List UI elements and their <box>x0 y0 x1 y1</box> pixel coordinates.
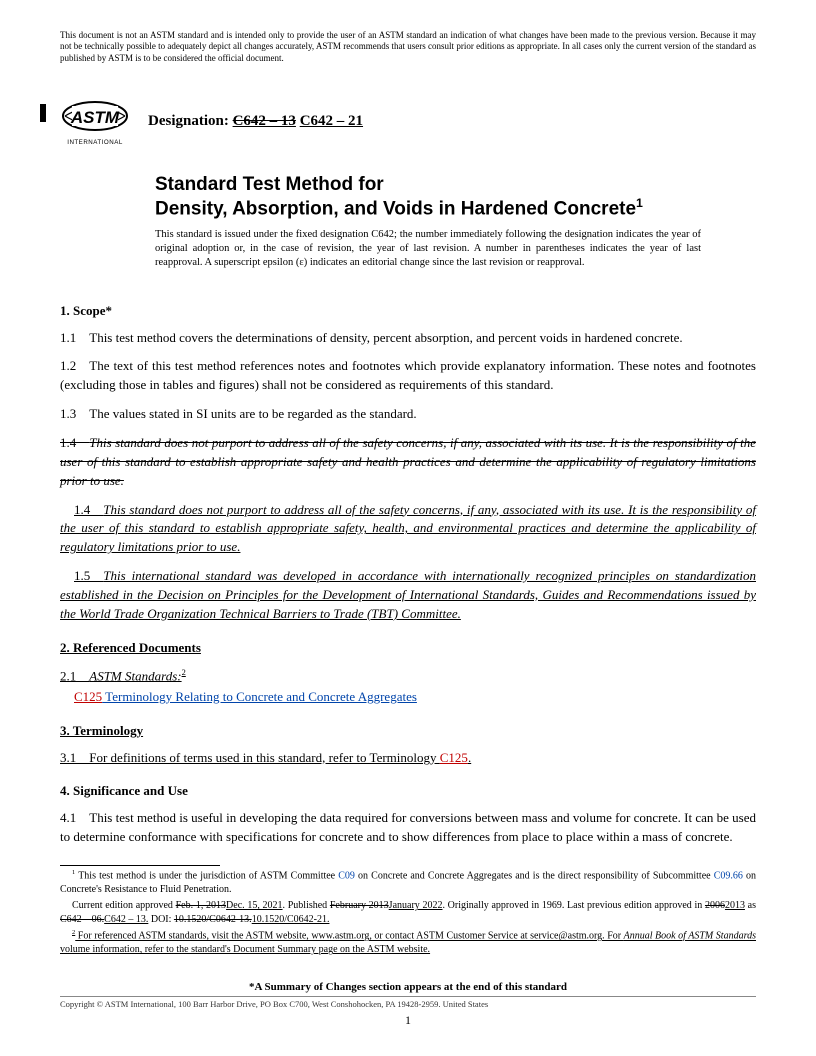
para-1-2: 1.2 The text of this test method referen… <box>60 357 756 395</box>
copyright: Copyright © ASTM International, 100 Barr… <box>60 996 756 1009</box>
para-1-4-deleted: 1.4 This standard does not purport to ad… <box>60 434 756 491</box>
designation-new: C642 – 21 <box>300 113 363 129</box>
footnote-current-edition: Current edition approved Feb. 1, 2013Dec… <box>60 899 756 926</box>
top-disclaimer: This document is not an ASTM standard an… <box>60 30 756 64</box>
para-3-1: 3.1 For definitions of terms used in thi… <box>60 749 756 768</box>
para-4-1: 4.1 This test method is useful in develo… <box>60 809 756 847</box>
issuance-note: This standard is issued under the fixed … <box>155 228 701 271</box>
footnote-2: 2 For referenced ASTM standards, visit t… <box>60 929 756 956</box>
section-4-head: 4. Significance and Use <box>60 783 756 799</box>
svg-text:INTERNATIONAL: INTERNATIONAL <box>67 139 123 146</box>
designation-old: C642 – 13 <box>233 113 296 129</box>
title-line1: Standard Test Method for <box>155 174 756 196</box>
page-number: 1 <box>60 1013 756 1028</box>
ref-c125: C125 Terminology Relating to Concrete an… <box>60 688 756 707</box>
footnote-rule <box>60 865 220 866</box>
para-1-3: 1.3 The values stated in SI units are to… <box>60 405 756 424</box>
para-1-5-new: 1.5 This international standard was deve… <box>60 567 756 624</box>
title-block: Standard Test Method for Density, Absorp… <box>155 174 756 220</box>
para-2-1: 2.1 ASTM Standards:2 <box>60 666 756 686</box>
summary-note: *A Summary of Changes section appears at… <box>60 981 756 993</box>
change-bar <box>40 104 46 122</box>
section-2-head: 2. Referenced Documents <box>60 640 756 656</box>
astm-logo: ASTM INTERNATIONAL <box>60 92 130 152</box>
section-1-head: 1. Scope* <box>60 303 756 319</box>
para-1-1: 1.1 This test method covers the determin… <box>60 329 756 348</box>
footnote-1: 1 This test method is under the jurisdic… <box>60 869 756 896</box>
designation: Designation: C642 – 13 C642 – 21 <box>148 113 363 130</box>
svg-text:ASTM: ASTM <box>70 108 120 127</box>
title-line2: Density, Absorption, and Voids in Harden… <box>155 196 756 220</box>
designation-label: Designation: <box>148 113 229 129</box>
para-1-4-new: 1.4 This standard does not purport to ad… <box>60 501 756 558</box>
section-3-head: 3. Terminology <box>60 723 756 739</box>
header-row: ASTM INTERNATIONAL Designation: C642 – 1… <box>60 92 756 152</box>
